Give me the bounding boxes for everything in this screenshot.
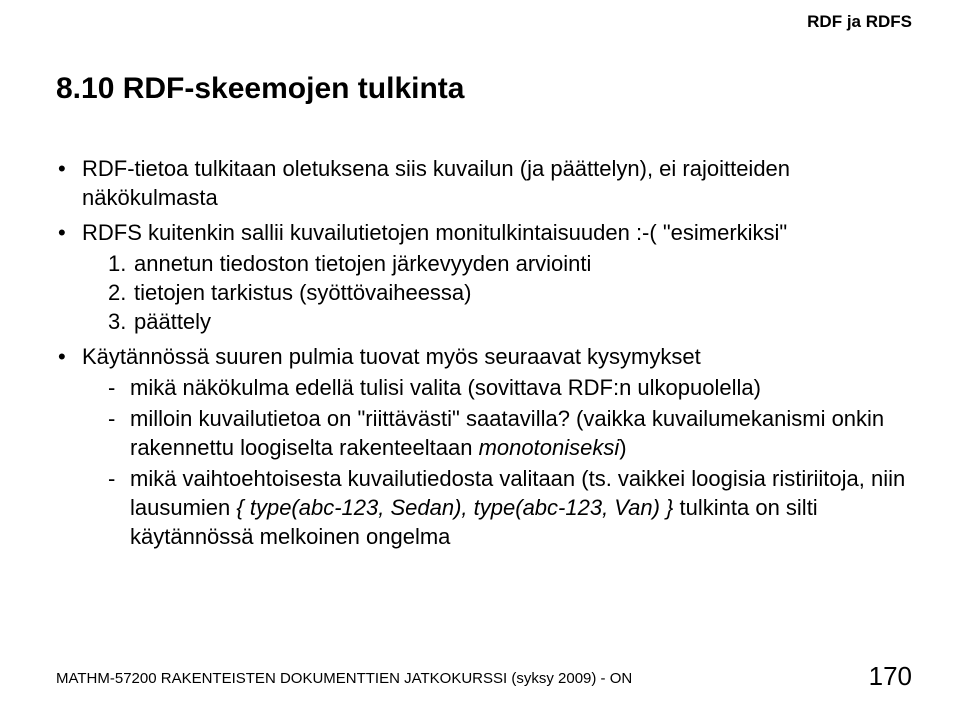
number-label: 1.	[108, 249, 126, 278]
main-bullets: RDF-tietoa tulkitaan oletuksena siis kuv…	[56, 154, 912, 551]
number-label: 2.	[108, 278, 126, 307]
dashed-item: mikä vaihtoehtoisesta kuvailutiedosta va…	[108, 464, 912, 551]
dashed-item: milloin kuvailutietoa on "riittävästi" s…	[108, 404, 912, 462]
bullet-text: Käytännössä suuren pulmia tuovat myös se…	[82, 344, 701, 369]
numbered-item: 3. päättely	[108, 307, 912, 336]
bullet-text: RDFS kuitenkin sallii kuvailutietojen mo…	[82, 220, 787, 245]
bullet-text: RDF-tietoa tulkitaan oletuksena siis kuv…	[82, 156, 790, 210]
numbered-list: 1. annetun tiedoston tietojen järkevyyden…	[82, 249, 912, 336]
dashed-text: mikä näkökulma edellä tulisi valita (sov…	[130, 375, 761, 400]
footer-text: MATHM-57200 RAKENTEISTEN DOKUMENTTIEN JA…	[56, 670, 632, 687]
dashed-list: mikä näkökulma edellä tulisi valita (sov…	[82, 373, 912, 551]
numbered-item: 2. tietojen tarkistus (syöttövaiheessa)	[108, 278, 912, 307]
dashed-text-italic: monotoniseksi	[479, 435, 620, 460]
footer: MATHM-57200 RAKENTEISTEN DOKUMENTTIEN JA…	[56, 670, 912, 688]
dashed-item: mikä näkökulma edellä tulisi valita (sov…	[108, 373, 912, 402]
dashed-text-post: )	[619, 435, 626, 460]
numbered-text: päättely	[134, 309, 211, 334]
numbered-text: annetun tiedoston tietojen järkevyyden a…	[134, 251, 591, 276]
bullet-item: RDFS kuitenkin sallii kuvailutietojen mo…	[56, 218, 912, 336]
page-title: 8.10 RDF-skeemojen tulkinta	[56, 72, 912, 106]
header-section-label: RDF ja RDFS	[807, 12, 912, 32]
page-number: 170	[869, 661, 912, 692]
numbered-item: 1. annetun tiedoston tietojen järkevyyden…	[108, 249, 912, 278]
bullet-item: RDF-tietoa tulkitaan oletuksena siis kuv…	[56, 154, 912, 212]
bullet-item: Käytännössä suuren pulmia tuovat myös se…	[56, 342, 912, 551]
dashed-text-italic: { type(abc-123, Sedan), type(abc-123, Va…	[236, 495, 673, 520]
number-label: 3.	[108, 307, 126, 336]
numbered-text: tietojen tarkistus (syöttövaiheessa)	[134, 280, 472, 305]
